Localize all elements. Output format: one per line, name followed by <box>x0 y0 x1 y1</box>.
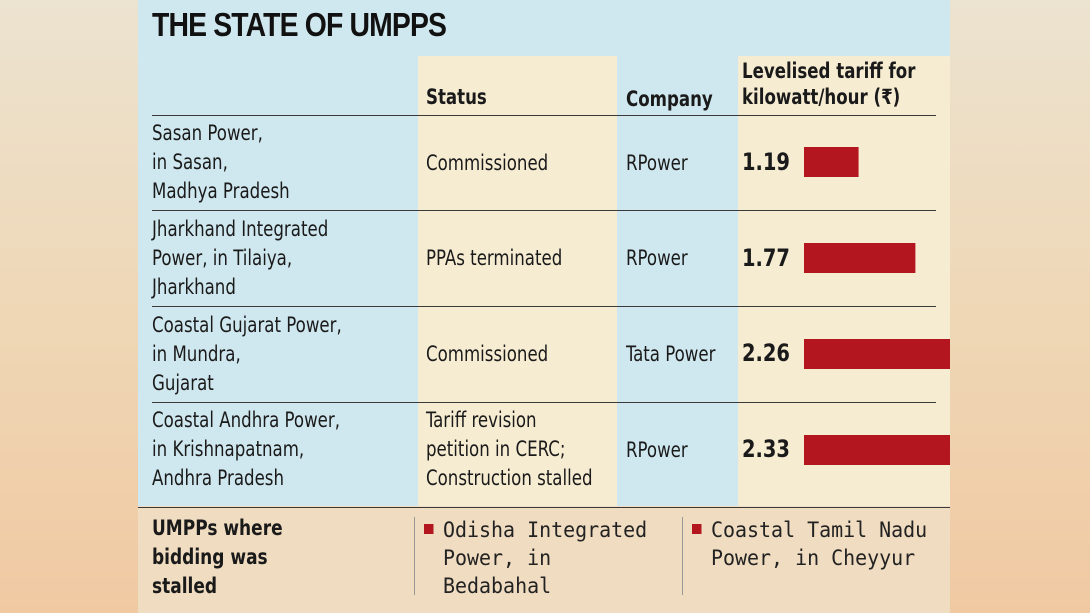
row-3-tariff-value: 2.26 <box>742 339 790 367</box>
row-4-company: RPower <box>626 438 688 462</box>
footer-rule <box>138 507 950 508</box>
row-1-name: Sasan Power, in Sasan, Madhya Pradesh <box>152 121 290 203</box>
footer-divider <box>682 517 683 595</box>
row-4-status: Tariff revision petition in CERC; Construc… <box>426 408 593 490</box>
row-4-name: Coastal Andhra Power, in Krishnapatnam, An… <box>152 408 341 490</box>
row-3-company: Tata Power <box>626 342 716 366</box>
row-2-name: Jharkhand Integrated Power, in Tilaiya, Jh… <box>152 217 329 299</box>
footer-divider <box>414 517 415 595</box>
header-rule <box>152 115 936 116</box>
row-2-company: RPower <box>626 246 688 270</box>
row-1-tariff-value: 1.19 <box>742 148 790 176</box>
header-company: Company <box>626 87 713 111</box>
stalled-item-tamil-nadu: Coastal Tamil Nadu Power, in Cheyyur <box>692 516 927 572</box>
row-2-status: PPAs terminated <box>426 246 563 270</box>
header-tariff-line1: Levelised tariff for <box>742 59 916 83</box>
row-rule <box>152 402 936 403</box>
row-3-name: Coastal Gujarat Power, in Mundra, Gujarat <box>152 313 342 395</box>
row-rule <box>152 306 936 307</box>
row-rule <box>152 210 936 211</box>
tariff-bar <box>804 339 950 369</box>
row-4-tariff-value: 2.33 <box>742 435 790 463</box>
red-square-bullet-icon <box>424 524 434 534</box>
infographic-card: THE STATE OF UMPPS Status Company Leveli… <box>138 0 950 613</box>
header-status: Status <box>426 85 487 109</box>
tariff-column-bg <box>738 56 950 506</box>
tariff-bar-chart <box>804 147 950 465</box>
row-1-company: RPower <box>626 151 688 175</box>
tariff-bar <box>804 435 950 465</box>
tariff-bar <box>804 147 859 177</box>
row-1-status: Commissioned <box>426 151 549 175</box>
page-title: THE STATE OF UMPPS <box>152 6 447 43</box>
row-3-status: Commissioned <box>426 342 549 366</box>
red-square-bullet-icon <box>692 524 702 534</box>
row-2-tariff-value: 1.77 <box>742 244 790 272</box>
status-column-bg <box>418 56 617 506</box>
tariff-bar <box>804 243 916 273</box>
stalled-item-odisha: Odisha Integrated Power, in Bedabahal <box>424 516 647 600</box>
header-tariff-line2: kilowatt/hour (₹) <box>742 85 901 109</box>
stalled-label: UMPPs where bidding was stalled <box>152 516 283 598</box>
footer-bg <box>138 506 950 613</box>
